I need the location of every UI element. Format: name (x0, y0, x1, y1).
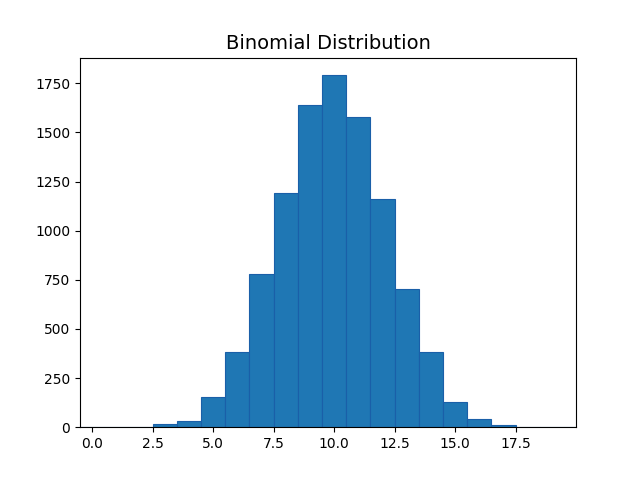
Bar (322, 75, 346, 427)
Bar (250, 274, 273, 427)
Bar (177, 421, 201, 427)
Title: Binomial Distribution: Binomial Distribution (225, 34, 431, 53)
Bar (152, 424, 177, 427)
Bar (298, 105, 322, 427)
Bar (201, 397, 225, 427)
Bar (419, 352, 443, 427)
Bar (443, 402, 467, 427)
Bar (467, 419, 492, 427)
Bar (394, 288, 419, 427)
Bar (346, 117, 371, 427)
Bar (492, 425, 515, 427)
Bar (371, 199, 394, 427)
Bar (225, 352, 250, 427)
Bar (273, 192, 298, 427)
